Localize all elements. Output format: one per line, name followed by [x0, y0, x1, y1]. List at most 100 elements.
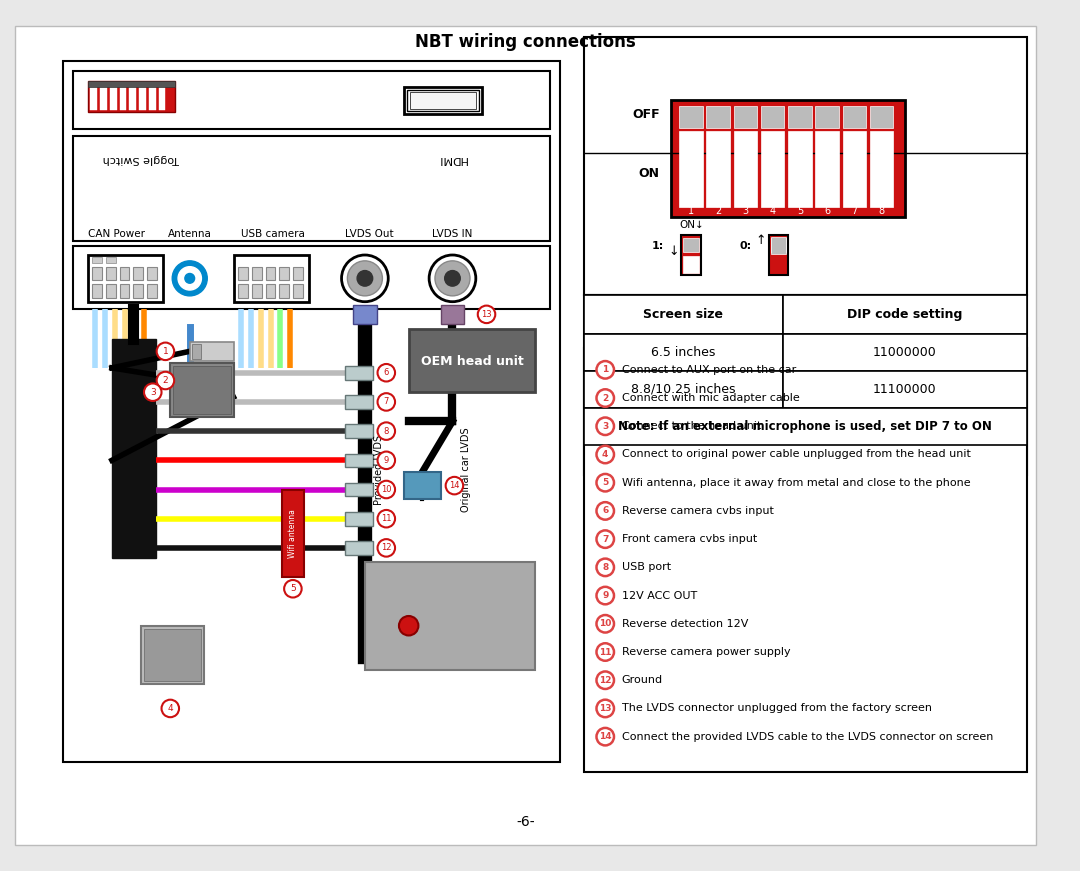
Circle shape: [284, 580, 301, 598]
Text: 12: 12: [381, 544, 392, 552]
Bar: [679, 132, 703, 207]
Bar: [144, 629, 202, 681]
Text: 9: 9: [383, 456, 389, 465]
Bar: [815, 106, 839, 127]
Text: 3: 3: [603, 422, 608, 431]
Text: HDMI: HDMI: [437, 153, 468, 164]
Bar: [106, 267, 116, 280]
Bar: [672, 100, 905, 217]
Circle shape: [399, 616, 418, 636]
Text: 8: 8: [383, 427, 389, 436]
Text: 12V ACC OUT: 12V ACC OUT: [622, 591, 697, 601]
Bar: [584, 371, 783, 408]
Circle shape: [378, 510, 395, 528]
Bar: [87, 81, 175, 112]
Text: 13: 13: [599, 704, 611, 713]
Text: CAN Power: CAN Power: [89, 228, 146, 239]
Circle shape: [477, 306, 496, 323]
Bar: [346, 541, 373, 555]
Circle shape: [157, 372, 174, 389]
Bar: [191, 373, 202, 388]
Bar: [584, 295, 1027, 475]
Bar: [869, 132, 893, 207]
Text: Ground: Ground: [622, 675, 663, 685]
Text: LVDS Out: LVDS Out: [346, 228, 394, 239]
Circle shape: [378, 393, 395, 411]
Bar: [239, 284, 248, 298]
Bar: [64, 61, 559, 762]
Circle shape: [446, 476, 463, 495]
Bar: [120, 84, 126, 110]
Text: -6-: -6-: [516, 815, 535, 829]
Bar: [681, 234, 701, 275]
Bar: [346, 424, 373, 438]
Text: 8: 8: [878, 206, 885, 216]
Text: 3: 3: [742, 206, 748, 216]
Bar: [87, 255, 163, 301]
Bar: [141, 625, 204, 684]
Bar: [683, 256, 699, 273]
Text: Front camera cvbs input: Front camera cvbs input: [622, 534, 757, 544]
Bar: [783, 295, 1027, 334]
Bar: [679, 106, 703, 127]
Bar: [280, 267, 289, 280]
Bar: [73, 136, 550, 241]
Text: 7: 7: [602, 535, 608, 544]
Bar: [584, 334, 783, 371]
Text: The LVDS connector unplugged from the factory screen: The LVDS connector unplugged from the fa…: [622, 704, 932, 713]
Bar: [93, 257, 103, 263]
Bar: [761, 106, 784, 127]
Text: 5: 5: [291, 584, 296, 593]
Text: Screen size: Screen size: [644, 307, 724, 321]
Text: OFF: OFF: [632, 108, 660, 121]
Bar: [584, 348, 1027, 772]
Text: Toggle Switch: Toggle Switch: [103, 153, 179, 164]
Circle shape: [144, 383, 162, 401]
Text: 4: 4: [770, 206, 775, 216]
Bar: [110, 84, 117, 110]
Bar: [584, 37, 1027, 295]
Text: Original car LVDS: Original car LVDS: [461, 428, 471, 512]
Text: Provided LVDS: Provided LVDS: [374, 435, 383, 505]
Bar: [159, 84, 165, 110]
Text: 1: 1: [688, 206, 694, 216]
Text: USB camera: USB camera: [241, 228, 305, 239]
Bar: [788, 132, 811, 207]
Bar: [353, 305, 377, 324]
Bar: [842, 132, 866, 207]
Text: Connect to AUX port on the car: Connect to AUX port on the car: [622, 365, 796, 375]
Bar: [106, 257, 116, 263]
Circle shape: [157, 342, 174, 360]
Text: 2: 2: [715, 206, 721, 216]
Bar: [733, 106, 757, 127]
Text: Reverse detection 12V: Reverse detection 12V: [622, 618, 748, 629]
Text: 3: 3: [150, 388, 156, 396]
Text: LVDS IN: LVDS IN: [432, 228, 473, 239]
Circle shape: [596, 474, 615, 491]
Circle shape: [445, 271, 460, 287]
Bar: [106, 284, 116, 298]
Circle shape: [596, 530, 615, 548]
Bar: [584, 295, 783, 334]
Bar: [346, 366, 373, 380]
Bar: [133, 267, 143, 280]
Bar: [683, 239, 699, 252]
Bar: [87, 81, 175, 86]
Text: 14: 14: [449, 481, 460, 490]
Text: 11: 11: [381, 514, 392, 523]
Text: ↓: ↓: [669, 245, 678, 258]
Text: ↑: ↑: [756, 234, 766, 246]
Bar: [190, 341, 233, 361]
Bar: [346, 483, 373, 496]
Text: 4: 4: [602, 450, 608, 459]
Bar: [407, 90, 478, 111]
Bar: [706, 132, 730, 207]
Bar: [233, 255, 310, 301]
Circle shape: [378, 481, 395, 498]
Circle shape: [596, 672, 615, 689]
Circle shape: [596, 503, 615, 520]
Circle shape: [378, 451, 395, 469]
Text: 1: 1: [603, 365, 608, 375]
Text: 9: 9: [602, 591, 608, 600]
Bar: [73, 71, 550, 130]
